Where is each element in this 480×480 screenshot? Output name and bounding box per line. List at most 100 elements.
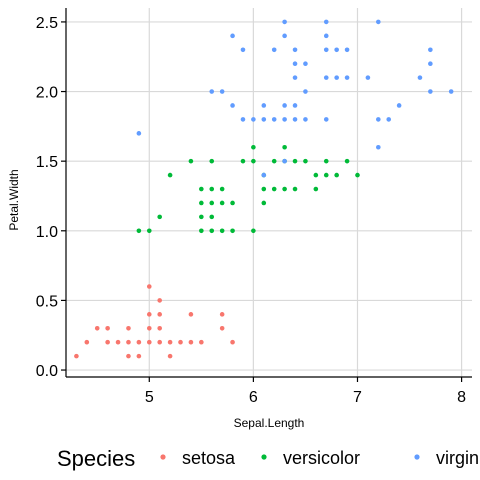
data-point-virginica xyxy=(303,117,308,122)
data-point-versicolor xyxy=(136,228,142,234)
data-point-virginica xyxy=(344,75,350,80)
data-point-versicolor xyxy=(344,158,350,164)
data-point-virginica xyxy=(323,75,329,80)
data-point-virginica xyxy=(386,117,392,122)
data-point-versicolor xyxy=(199,214,204,220)
data-point-setosa xyxy=(146,325,152,331)
y-tick-label: 0.0 xyxy=(36,363,58,380)
data-point-virginica xyxy=(396,103,402,108)
data-point-virginica xyxy=(376,19,381,25)
data-point-versicolor xyxy=(261,200,267,206)
x-tick-label: 7 xyxy=(353,389,362,406)
data-point-virginica xyxy=(230,33,235,39)
y-tick-label: 0.5 xyxy=(36,293,58,310)
data-point-versicolor xyxy=(323,172,329,178)
data-point-versicolor xyxy=(355,172,360,178)
data-point-virginica xyxy=(334,47,339,53)
data-point-setosa xyxy=(167,353,173,359)
data-point-virginica xyxy=(292,47,298,53)
data-point-setosa xyxy=(178,339,183,345)
data-point-virginica xyxy=(292,61,298,66)
data-point-versicolor xyxy=(261,186,267,192)
data-point-virginica xyxy=(334,75,339,80)
data-point-virginica xyxy=(261,103,267,108)
data-point-virginica xyxy=(292,75,298,80)
data-point-virginica xyxy=(282,33,287,39)
data-point-versicolor xyxy=(209,200,215,206)
x-tick-label: 5 xyxy=(145,389,154,406)
data-point-setosa xyxy=(157,312,162,317)
data-point-versicolor xyxy=(199,200,204,206)
data-point-virginica xyxy=(271,47,277,53)
data-point-setosa xyxy=(105,339,110,345)
data-point-versicolor xyxy=(199,186,204,192)
y-tick-label: 2.5 xyxy=(36,15,58,32)
data-point-setosa xyxy=(146,339,152,345)
x-tick-label: 6 xyxy=(249,389,258,406)
data-point-setosa xyxy=(126,339,131,345)
data-point-setosa xyxy=(157,325,162,331)
data-point-versicolor xyxy=(282,144,287,150)
data-point-versicolor xyxy=(188,158,194,164)
data-point-versicolor xyxy=(271,158,277,164)
data-point-setosa xyxy=(126,353,131,359)
legend-label-versicolor: versicolor xyxy=(283,448,360,468)
data-point-versicolor xyxy=(219,228,225,234)
y-tick-label: 2.0 xyxy=(36,85,58,102)
data-point-versicolor xyxy=(209,228,215,234)
data-point-virginica xyxy=(282,158,287,164)
data-point-virginica xyxy=(251,117,256,122)
data-point-setosa xyxy=(188,312,194,317)
data-point-versicolor xyxy=(209,158,215,164)
data-point-virginica xyxy=(261,172,267,178)
data-point-setosa xyxy=(157,298,162,303)
data-point-versicolor xyxy=(219,200,225,206)
data-point-virginica xyxy=(323,19,329,25)
data-point-virginica xyxy=(303,89,308,94)
legend-title: Species xyxy=(57,446,135,471)
data-point-virginica xyxy=(271,117,277,122)
data-point-virginica xyxy=(344,47,350,53)
data-point-versicolor xyxy=(282,186,287,192)
data-point-virginica xyxy=(240,117,246,122)
data-point-versicolor xyxy=(271,186,277,192)
legend-key-virginica xyxy=(414,454,420,460)
legend-key-setosa xyxy=(160,454,166,460)
data-point-setosa xyxy=(146,284,152,289)
x-axis-title: Sepal.Length xyxy=(234,416,305,430)
axes xyxy=(61,8,472,382)
legend: Species setosa versicolor virginica xyxy=(57,446,480,471)
data-point-virginica xyxy=(261,117,267,122)
data-point-virginica xyxy=(365,75,371,80)
data-point-versicolor xyxy=(157,214,162,220)
data-point-virginica xyxy=(282,19,287,25)
data-point-versicolor xyxy=(240,158,246,164)
legend-key-versicolor xyxy=(261,454,267,460)
data-point-setosa xyxy=(199,339,204,345)
data-point-setosa xyxy=(115,339,121,345)
data-point-setosa xyxy=(219,325,225,331)
data-point-versicolor xyxy=(334,172,339,178)
data-point-setosa xyxy=(219,312,225,317)
data-point-setosa xyxy=(230,339,235,345)
x-tick-label: 8 xyxy=(457,389,466,406)
legend-label-virginica: virginica xyxy=(436,448,480,468)
legend-label-setosa: setosa xyxy=(182,448,236,468)
data-point-setosa xyxy=(136,339,142,345)
data-point-virginica xyxy=(428,61,433,66)
data-point-virginica xyxy=(209,89,215,94)
data-point-versicolor xyxy=(146,228,152,234)
data-point-virginica xyxy=(282,103,287,108)
data-point-versicolor xyxy=(323,158,329,164)
data-point-virginica xyxy=(219,89,225,94)
data-point-setosa xyxy=(136,353,142,359)
data-point-setosa xyxy=(146,312,152,317)
data-point-virginica xyxy=(428,89,433,94)
data-point-setosa xyxy=(105,325,110,331)
data-point-setosa xyxy=(94,325,100,331)
data-point-versicolor xyxy=(303,158,308,164)
data-point-versicolor xyxy=(251,228,256,234)
data-point-virginica xyxy=(376,144,381,150)
